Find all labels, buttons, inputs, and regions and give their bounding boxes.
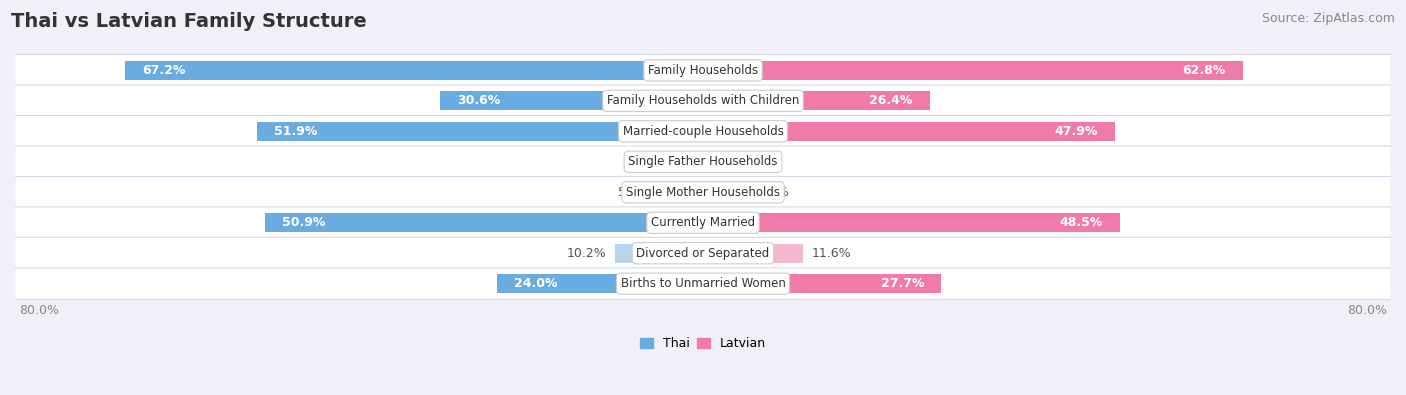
Bar bbox=[703, 122, 1115, 141]
Bar bbox=[703, 183, 748, 202]
Bar bbox=[686, 152, 703, 171]
Text: 11.6%: 11.6% bbox=[811, 247, 851, 260]
Text: Family Households with Children: Family Households with Children bbox=[607, 94, 799, 107]
Text: 2.0%: 2.0% bbox=[728, 155, 761, 168]
Text: 80.0%: 80.0% bbox=[20, 305, 59, 318]
Text: Single Mother Households: Single Mother Households bbox=[626, 186, 780, 199]
Bar bbox=[440, 91, 703, 110]
Text: Source: ZipAtlas.com: Source: ZipAtlas.com bbox=[1261, 12, 1395, 25]
Text: Single Father Households: Single Father Households bbox=[628, 155, 778, 168]
Text: 30.6%: 30.6% bbox=[457, 94, 501, 107]
FancyBboxPatch shape bbox=[14, 207, 1392, 239]
Bar bbox=[616, 244, 703, 263]
Text: 51.9%: 51.9% bbox=[274, 125, 318, 138]
Bar bbox=[496, 274, 703, 293]
Bar bbox=[703, 61, 1243, 80]
Text: Currently Married: Currently Married bbox=[651, 216, 755, 229]
Text: 1.9%: 1.9% bbox=[647, 155, 678, 168]
Text: 27.7%: 27.7% bbox=[880, 277, 924, 290]
FancyBboxPatch shape bbox=[14, 55, 1392, 86]
Bar bbox=[703, 152, 720, 171]
Text: 48.5%: 48.5% bbox=[1060, 216, 1102, 229]
FancyBboxPatch shape bbox=[14, 177, 1392, 208]
Bar bbox=[257, 122, 703, 141]
Text: 5.3%: 5.3% bbox=[758, 186, 789, 199]
Bar bbox=[125, 61, 703, 80]
Text: 62.8%: 62.8% bbox=[1182, 64, 1226, 77]
Bar bbox=[658, 183, 703, 202]
Text: Married-couple Households: Married-couple Households bbox=[623, 125, 783, 138]
Bar bbox=[703, 91, 929, 110]
Text: 10.2%: 10.2% bbox=[567, 247, 606, 260]
Text: Thai vs Latvian Family Structure: Thai vs Latvian Family Structure bbox=[11, 12, 367, 31]
FancyBboxPatch shape bbox=[14, 115, 1392, 147]
Bar bbox=[266, 213, 703, 232]
FancyBboxPatch shape bbox=[14, 237, 1392, 269]
FancyBboxPatch shape bbox=[14, 146, 1392, 178]
Text: 26.4%: 26.4% bbox=[869, 94, 912, 107]
Text: 50.9%: 50.9% bbox=[283, 216, 326, 229]
Bar bbox=[703, 244, 803, 263]
Text: 67.2%: 67.2% bbox=[142, 64, 186, 77]
Bar bbox=[703, 213, 1121, 232]
Text: 5.2%: 5.2% bbox=[617, 186, 650, 199]
Bar bbox=[703, 274, 941, 293]
Text: 47.9%: 47.9% bbox=[1054, 125, 1098, 138]
Legend: Thai, Latvian: Thai, Latvian bbox=[638, 335, 768, 353]
Text: 24.0%: 24.0% bbox=[513, 277, 557, 290]
Text: Births to Unmarried Women: Births to Unmarried Women bbox=[620, 277, 786, 290]
Text: Divorced or Separated: Divorced or Separated bbox=[637, 247, 769, 260]
Text: 80.0%: 80.0% bbox=[1347, 305, 1386, 318]
FancyBboxPatch shape bbox=[14, 85, 1392, 117]
Text: Family Households: Family Households bbox=[648, 64, 758, 77]
FancyBboxPatch shape bbox=[14, 268, 1392, 299]
